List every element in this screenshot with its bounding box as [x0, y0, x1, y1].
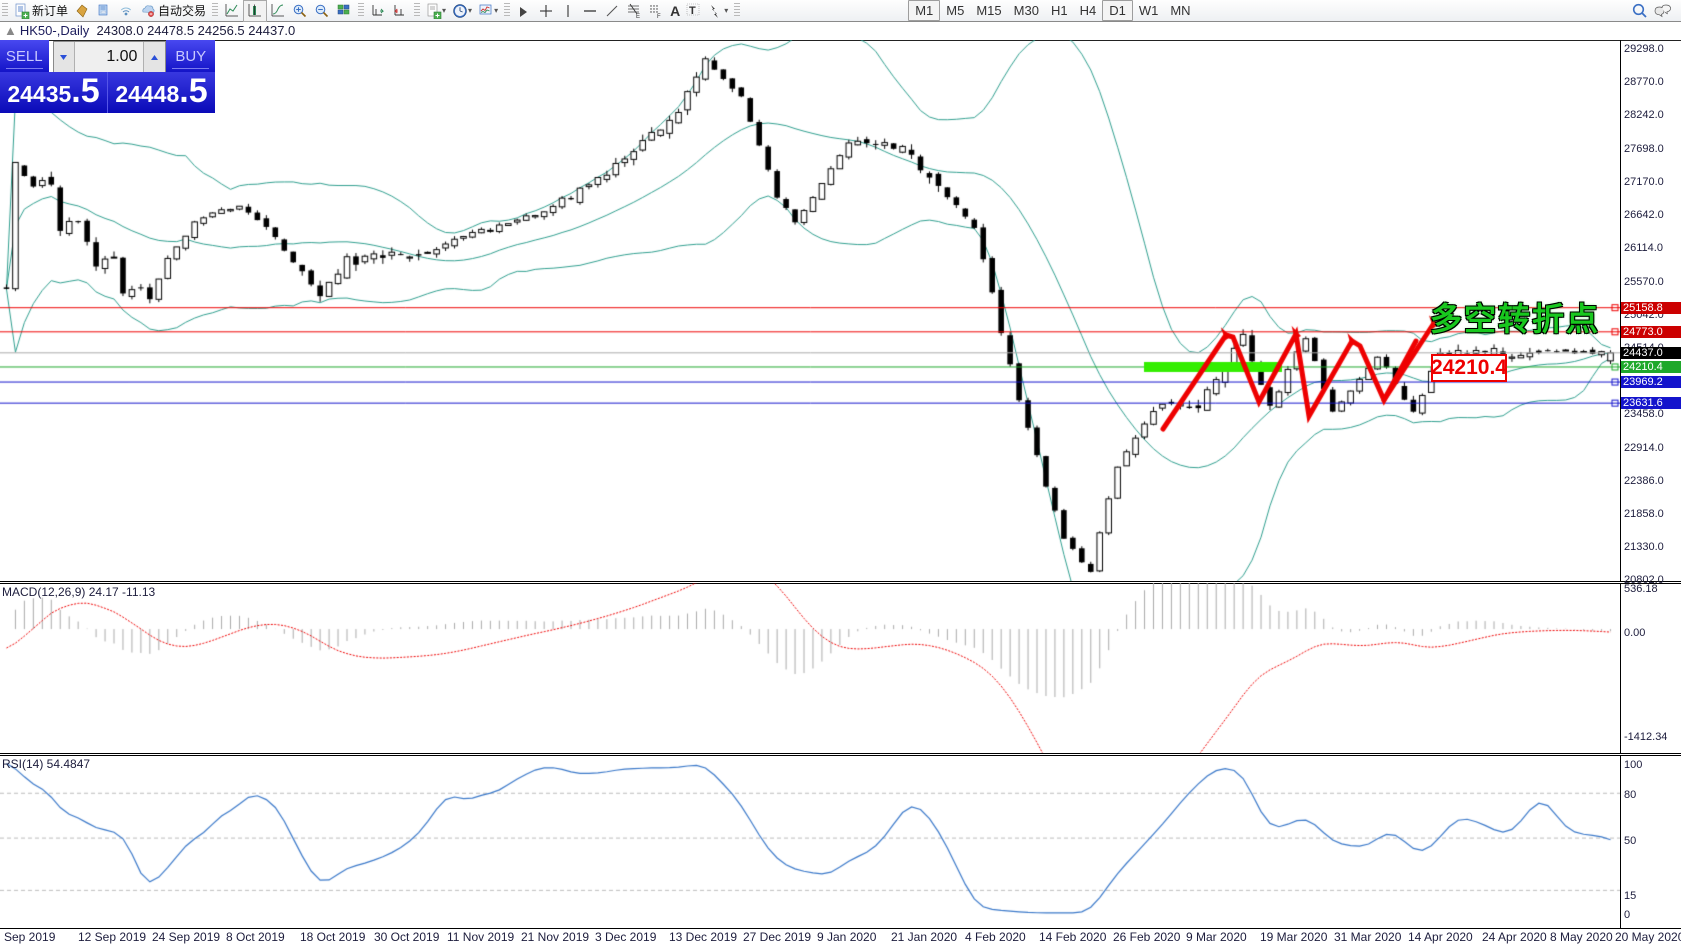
svg-text:T: T — [689, 5, 696, 17]
svg-text:F: F — [657, 14, 661, 19]
svg-text:E: E — [636, 14, 640, 19]
